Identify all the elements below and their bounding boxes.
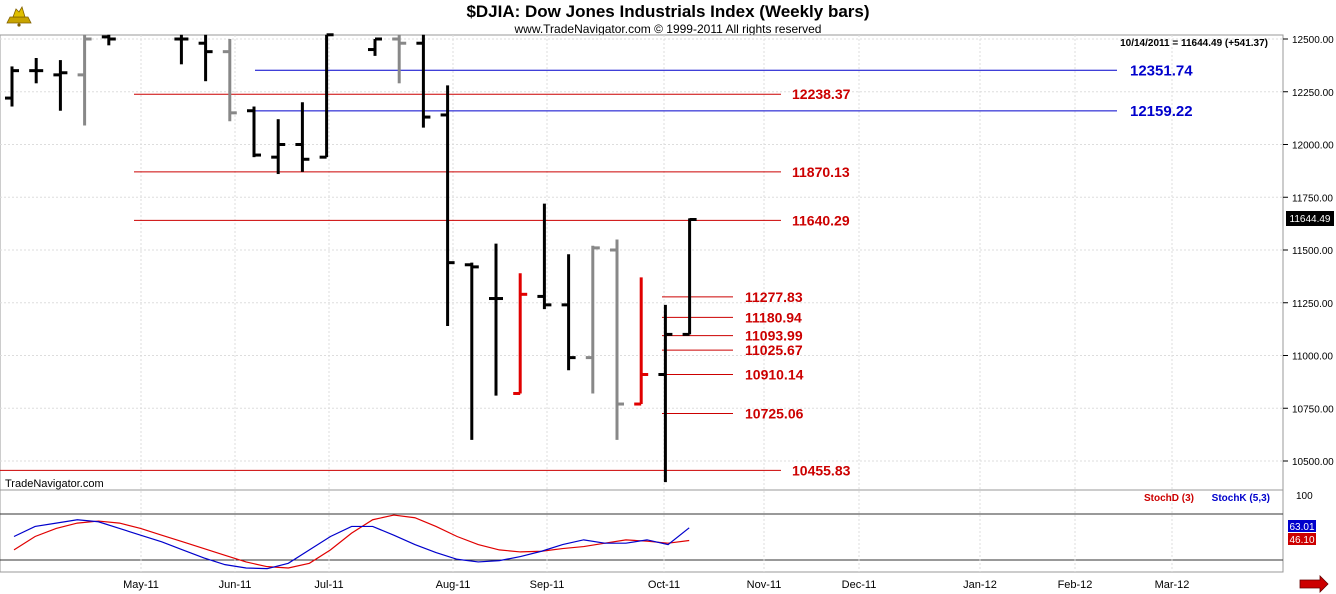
stoch-d-value-tag-background (1288, 533, 1316, 545)
level-label: 11025.67 (745, 342, 803, 358)
level-label: 12351.74 (1130, 62, 1193, 79)
stoch-k-line (13, 519, 690, 570)
x-tick-label: Feb-12 (1058, 579, 1093, 591)
last-price-tag-background (1286, 211, 1334, 226)
last-quote-label: 10/14/2011 = 11644.49 (+541.37) (1120, 38, 1268, 49)
level-label: 12159.22 (1130, 103, 1193, 120)
stoch-d-line (13, 514, 690, 569)
y-tick-label: 11500.00 (1292, 246, 1333, 257)
scroll-right-arrow-icon[interactable] (1299, 575, 1329, 593)
y-tick-label: 11250.00 (1292, 299, 1333, 310)
x-tick-label: Aug-11 (436, 579, 471, 591)
chart-subtitle: www.TradeNavigator.com © 1999-2011 All r… (514, 22, 822, 36)
stoch-d-value-tag: 46.10 (1289, 535, 1314, 546)
stochastic-panel-frame (0, 489, 1284, 573)
level-label: 10725.06 (745, 406, 804, 422)
x-tick-label: May-11 (123, 579, 159, 591)
x-tick-label: Nov-11 (747, 579, 782, 591)
level-label: 10910.14 (745, 366, 804, 382)
stoch-k-label: StochK (5,3) (1212, 493, 1270, 504)
level-label: 11180.94 (745, 309, 802, 325)
level-label: 11640.29 (792, 212, 850, 228)
stoch-k-value-tag: 63.01 (1289, 522, 1314, 533)
x-tick-label: Jul-11 (314, 579, 343, 591)
x-tick-label: Jan-12 (963, 579, 997, 591)
watermark: TradeNavigator.com (5, 478, 104, 490)
level-label: 10455.83 (792, 462, 851, 478)
level-label: 12238.37 (792, 86, 851, 102)
last-price-tag: 11644.49 (1290, 214, 1331, 225)
y-tick-label: 12250.00 (1292, 88, 1334, 99)
support-resistance-levels: 12351.74 12238.37 12159.22 11870.13 11640.29… (0, 62, 1193, 478)
y-tick-label: 11000.00 (1292, 352, 1333, 363)
price-panel-frame (0, 34, 1284, 491)
x-tick-label: Mar-12 (1155, 579, 1190, 591)
trade-navigator-logo (6, 6, 32, 27)
price-bars (5, 33, 697, 483)
stoch-k-value-tag-background (1288, 520, 1316, 532)
stoch-d-label: StochD (3) (1144, 493, 1194, 504)
x-tick-label: Jun-11 (219, 579, 252, 591)
stochastic-lines (13, 514, 690, 570)
y-tick-label: 10500.00 (1292, 457, 1334, 468)
y-tick-label: 12500.00 (1292, 35, 1334, 46)
stoch-y-tick-label: 100 (1296, 491, 1313, 502)
x-tick-label: Sep-11 (530, 579, 565, 591)
y-tick-label: 11750.00 (1292, 193, 1333, 204)
level-label: 11870.13 (792, 164, 850, 180)
x-tick-label: Oct-11 (648, 579, 680, 591)
axis-labels: May-11 Jun-11 Jul-11 Aug-11 Sep-11 Oct-11 Nov-… (123, 35, 1334, 591)
level-label: 11093.99 (745, 328, 803, 344)
level-label: 11277.83 (745, 289, 803, 305)
x-tick-label: Dec-11 (842, 579, 877, 591)
y-tick-label: 12000.00 (1292, 141, 1334, 152)
y-tick-label: 10750.00 (1292, 404, 1334, 415)
chart-title: $DJIA: Dow Jones Industrials Index (Week… (466, 2, 870, 21)
